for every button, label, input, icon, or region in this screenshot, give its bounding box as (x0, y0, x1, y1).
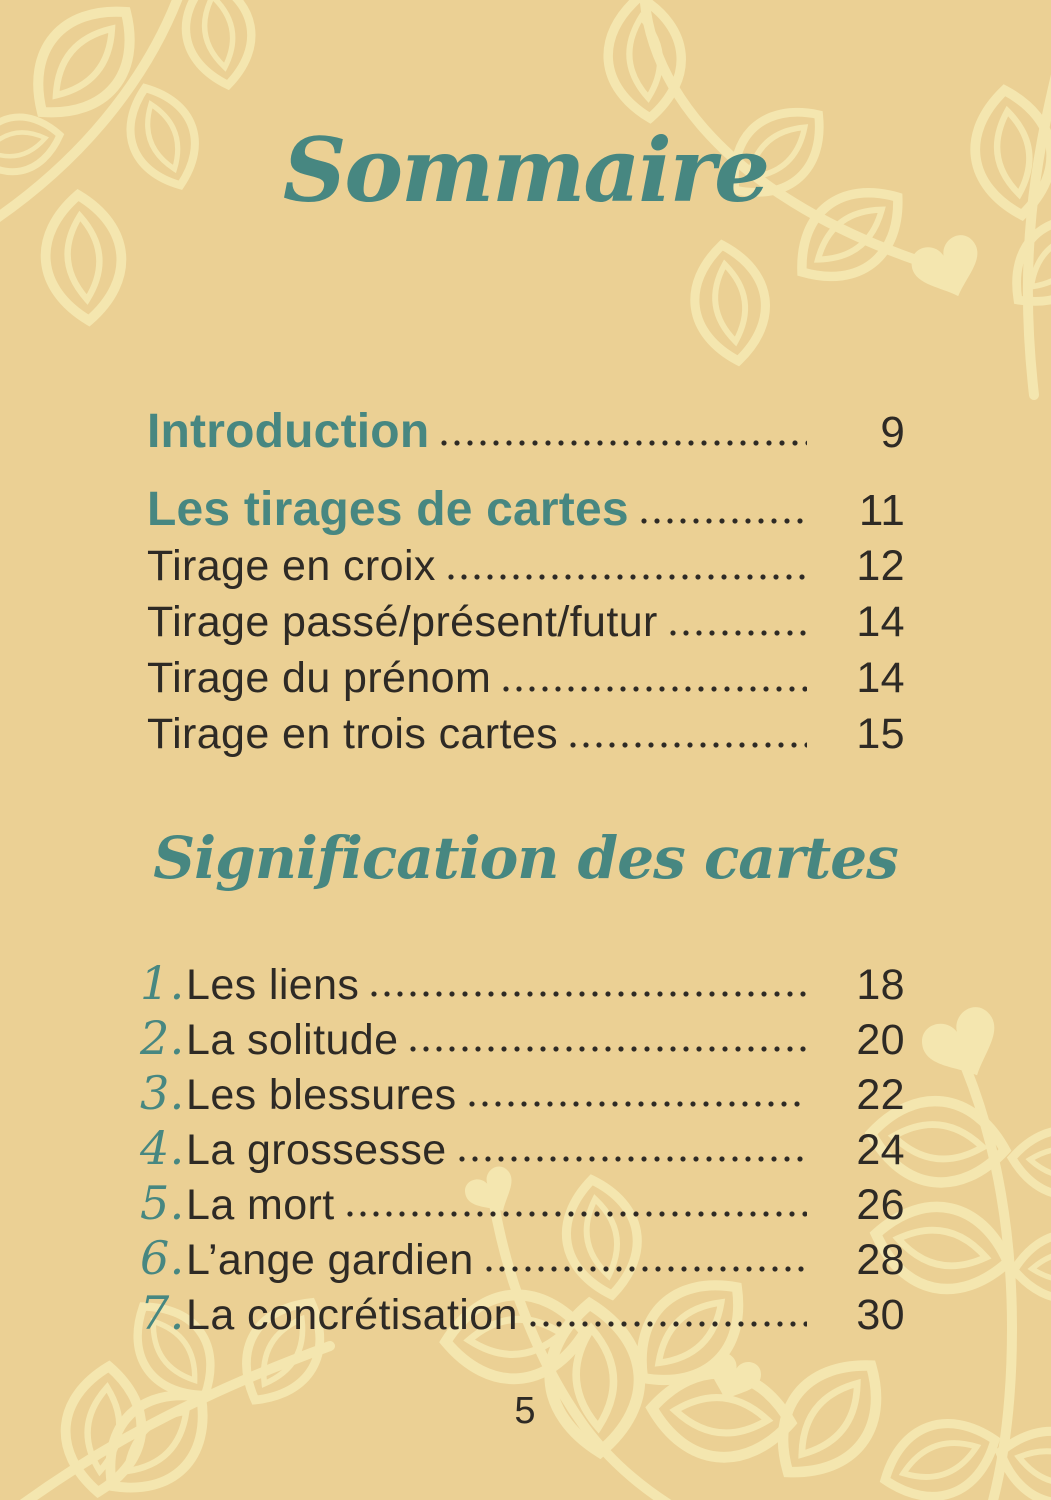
dot-leader (458, 1156, 807, 1162)
list-item-number: 5. (140, 1176, 185, 1230)
section-heading: Signification des cartes (153, 824, 899, 892)
toc-entry-label: Les tirages de cartes (147, 483, 629, 536)
toc-entry: Introduction 9 (147, 404, 905, 460)
list-item-page: 30 (856, 1291, 905, 1339)
dot-leader (640, 518, 807, 524)
list-item: 5. La mort 26 (140, 1176, 905, 1231)
list-item-page: 18 (856, 961, 905, 1009)
card-meanings-list: 1. Les liens 18 2. La solitude 20 3. Les… (140, 956, 905, 1341)
list-item: 4. La grossesse 24 (140, 1121, 905, 1176)
table-of-contents: Introduction 9 Les tirages de cartes 11 … (147, 404, 905, 762)
dot-leader (485, 1266, 807, 1272)
list-item-number: 3. (140, 1066, 185, 1120)
dot-leader (669, 630, 807, 636)
toc-entry-page: 11 (858, 486, 905, 535)
dot-leader (503, 686, 807, 692)
list-item-label: La concrétisation (186, 1291, 518, 1339)
toc-entry: Tirage passé/présent/futur 14 (147, 594, 905, 650)
toc-entry-label: Tirage en trois cartes (147, 710, 559, 758)
dot-leader (410, 1046, 807, 1052)
list-item-page: 26 (856, 1181, 905, 1229)
dot-leader (346, 1211, 807, 1217)
list-item-page: 24 (856, 1126, 905, 1174)
vine-top-left (0, 0, 260, 324)
toc-entry: Tirage du prénom 14 (147, 650, 905, 706)
list-item-number: 1. (140, 956, 185, 1010)
dot-leader (447, 574, 807, 580)
list-item: 2. La solitude 20 (140, 1011, 905, 1066)
toc-entry-label: Tirage passé/présent/futur (147, 598, 658, 646)
dot-leader (570, 742, 807, 748)
toc-entry-page: 14 (856, 598, 905, 646)
toc-entry-page: 12 (856, 542, 905, 590)
dot-leader (529, 1321, 807, 1327)
list-item-number: 7. (140, 1286, 185, 1340)
list-item-label: Les blessures (186, 1071, 457, 1119)
toc-entry-page: 9 (880, 408, 905, 457)
list-item: 3. Les blessures 22 (140, 1066, 905, 1121)
list-item-page: 20 (856, 1016, 905, 1064)
list-item: 7. La concrétisation 30 (140, 1286, 905, 1341)
vine-top-right (603, 0, 1051, 400)
toc-entry-page: 14 (856, 654, 905, 702)
list-item-label: Les liens (186, 961, 360, 1009)
list-item-label: La mort (186, 1181, 335, 1229)
toc-entry-label: Tirage en croix (147, 542, 436, 590)
toc-entry-label: Introduction (147, 405, 430, 458)
list-item-number: 2. (140, 1011, 185, 1065)
page-number: 5 (514, 1390, 537, 1432)
list-item-page: 28 (856, 1236, 905, 1284)
toc-entry: Les tirages de cartes 11 (147, 482, 905, 538)
vine-bottom-left (19, 1286, 340, 1500)
list-item-number: 4. (140, 1121, 185, 1175)
list-item: 1. Les liens 18 (140, 956, 905, 1011)
list-item-page: 22 (856, 1071, 905, 1119)
list-item-number: 6. (140, 1231, 185, 1285)
dot-leader (371, 991, 807, 997)
dot-leader (468, 1101, 807, 1107)
toc-entry-page: 15 (856, 710, 905, 758)
list-item-label: L’ange gardien (186, 1236, 474, 1284)
list-item-label: La grossesse (186, 1126, 447, 1174)
toc-entry: Tirage en trois cartes 15 (147, 706, 905, 762)
toc-entry: Tirage en croix 12 (147, 538, 905, 594)
page-title: Sommaire (282, 118, 770, 222)
list-item-label: La solitude (186, 1016, 399, 1064)
vine-right-middle (866, 1001, 1051, 1500)
list-item: 6. L’ange gardien 28 (140, 1231, 905, 1286)
toc-entry-label: Tirage du prénom (147, 654, 492, 702)
dot-leader (441, 440, 807, 446)
